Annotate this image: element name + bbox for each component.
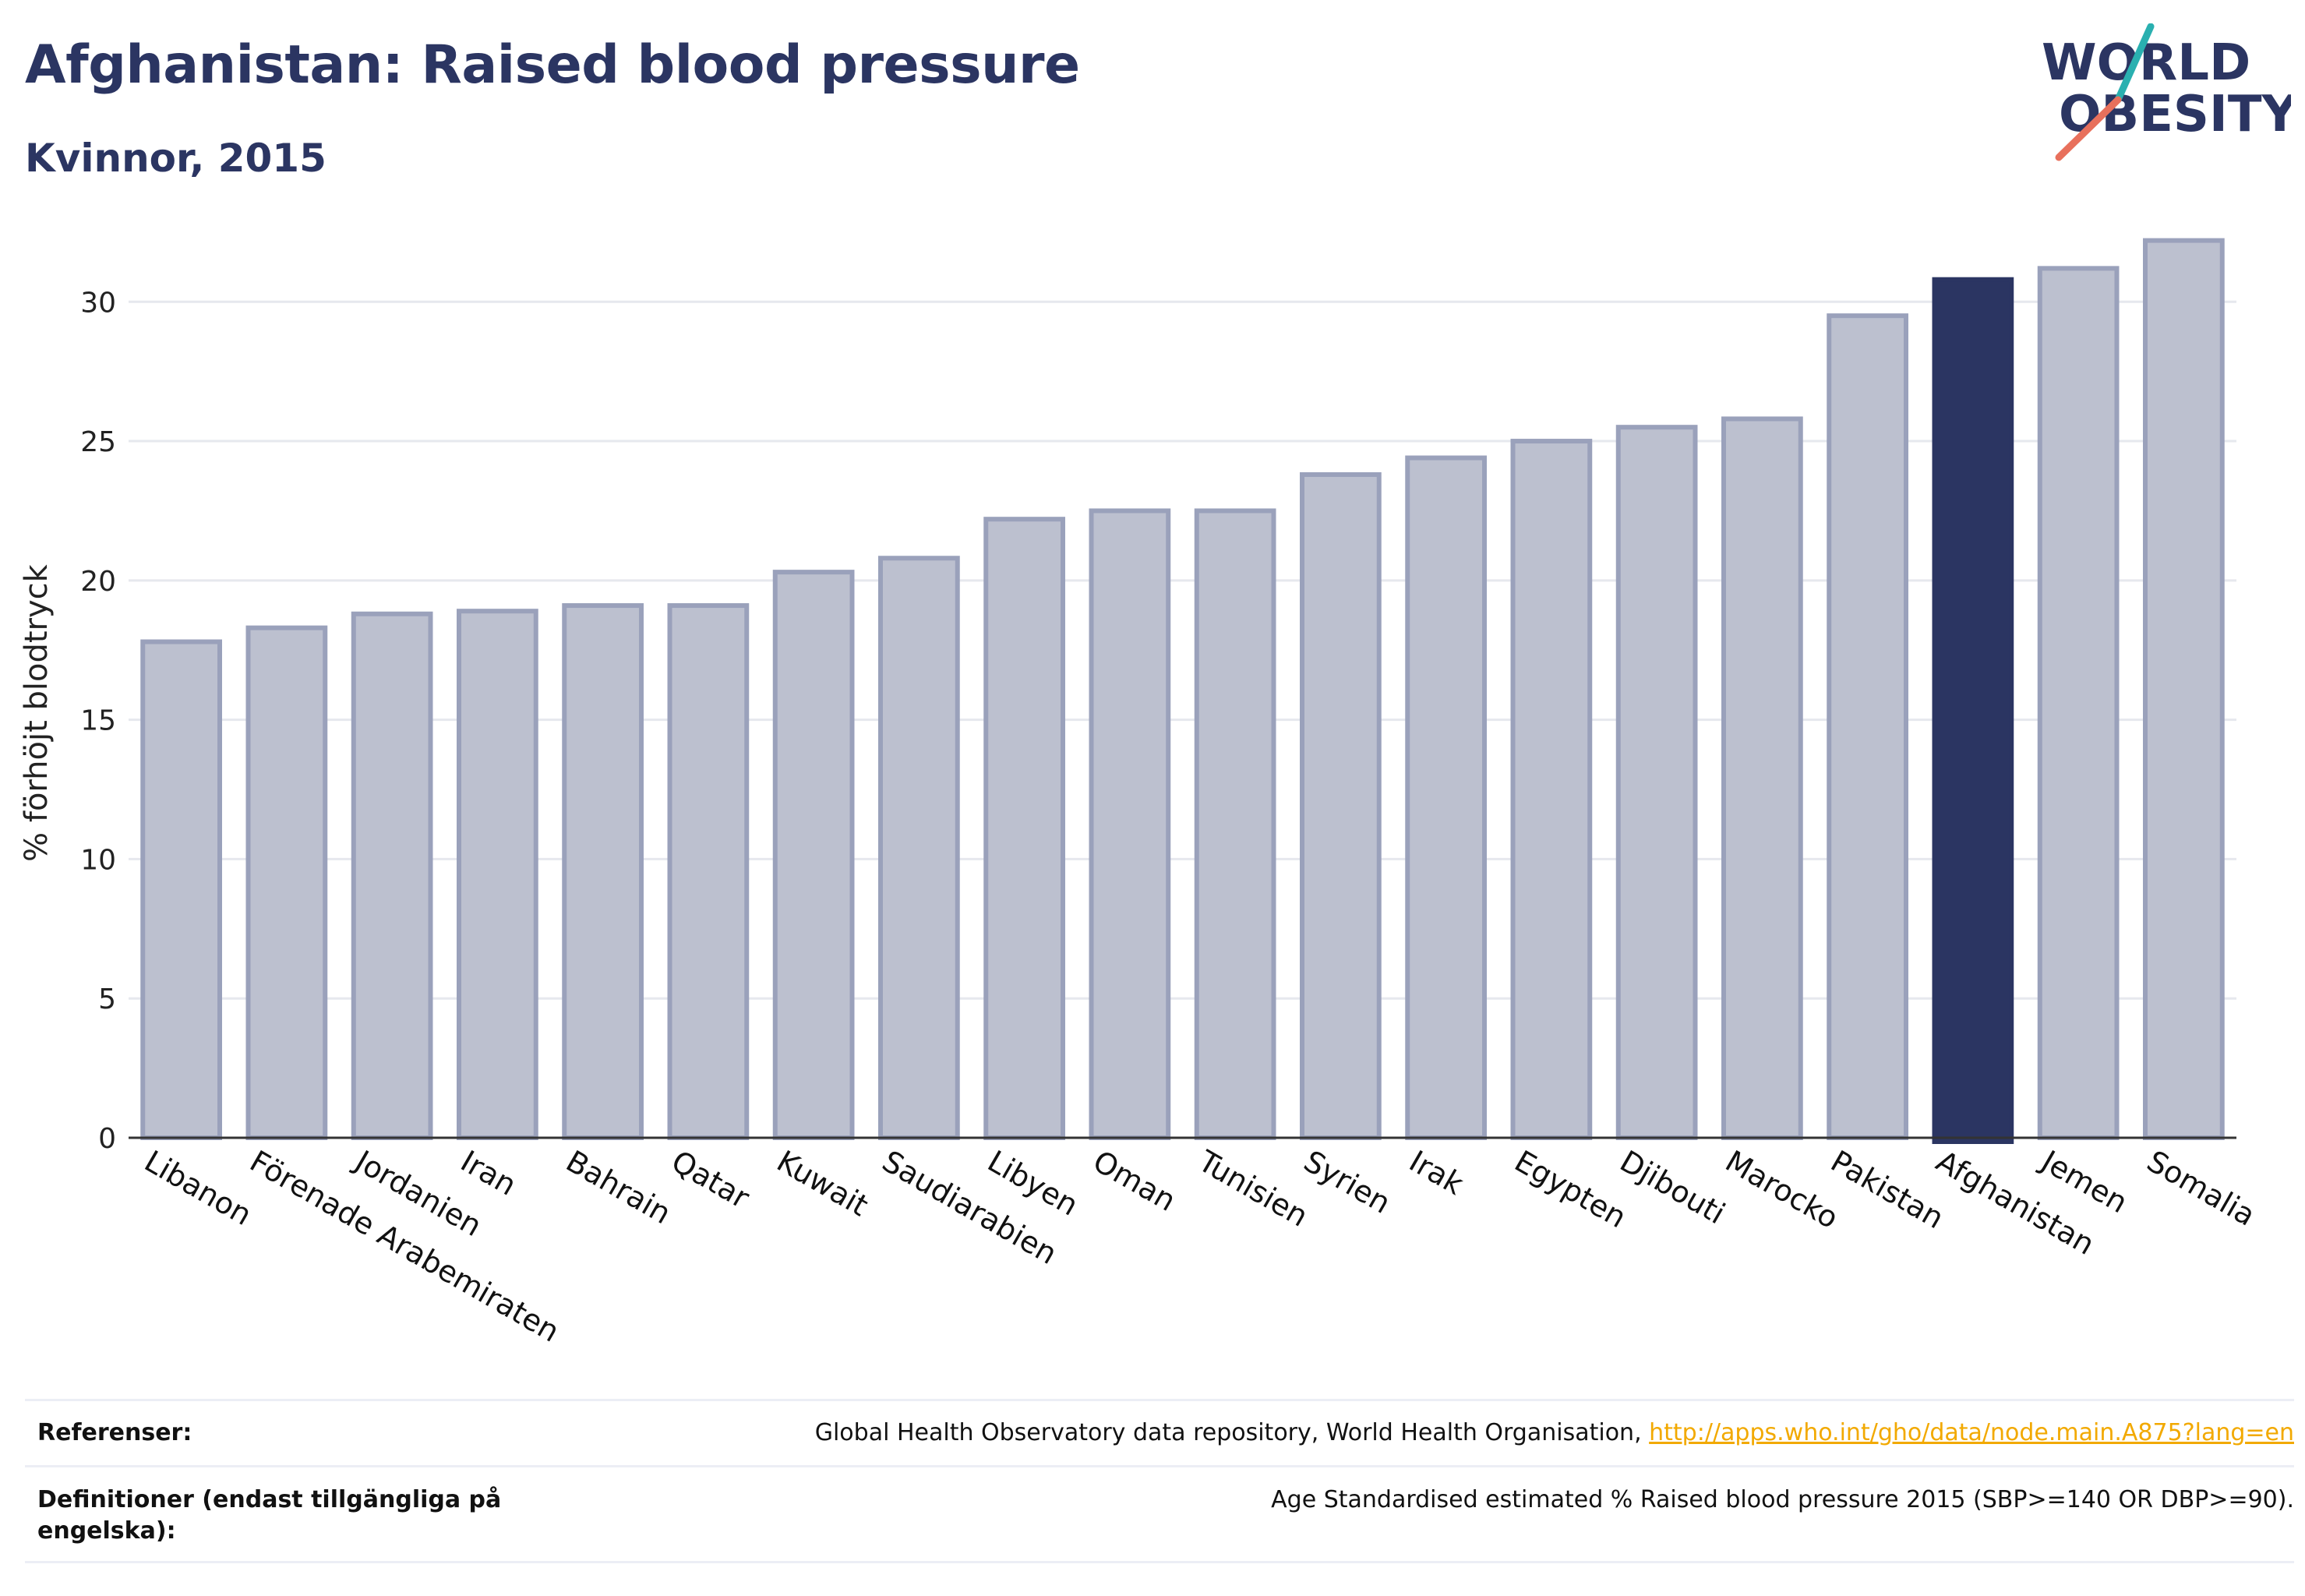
x-tick-label: Syrien [1298,1144,1396,1220]
bar-syrien [1300,471,1382,1140]
x-tick-label: Pakistan [1825,1144,1950,1236]
bar-djibouti [1615,425,1698,1140]
x-tick-label: Qatar [665,1144,755,1216]
y-tick-label: 10 [80,844,116,876]
x-tick-label: Tunisien [1192,1143,1314,1234]
definitions-value: Age Standardised estimated % Raised bloo… [1271,1486,2294,1513]
bars [140,238,2225,1145]
bar-libanon [140,639,222,1140]
bar-libyen [983,517,1065,1140]
y-tick-label: 30 [80,287,116,319]
y-tick-label: 15 [80,705,116,737]
x-tick-label: Somalia [2141,1144,2261,1233]
references-row: Referenser: Global Health Observatory da… [25,1399,2294,1465]
grid-lines [129,300,2236,1000]
y-tick-label: 25 [80,426,116,458]
references-value: Global Health Observatory data repositor… [815,1418,2294,1449]
x-tick-label: Bahrain [560,1144,676,1231]
references-table: Referenser: Global Health Observatory da… [25,1399,2294,1563]
y-tick-label: 0 [98,1123,116,1155]
x-tick-label: Oman [1087,1144,1181,1218]
x-tick-label: Irak [1403,1144,1469,1202]
bar-egypten [1510,439,1593,1140]
x-tick-label: Egypten [1509,1144,1632,1235]
definitions-row: Definitioner (endast tillgängliga på eng… [25,1465,2294,1563]
bar-oman [1089,508,1171,1140]
x-tick-label: Iran [455,1144,522,1202]
bar-förenade-arabemiraten [245,625,328,1140]
x-tick-label: Libanon [139,1144,257,1232]
references-link[interactable]: http://apps.who.int/gho/data/node.main.A… [1649,1419,2294,1446]
y-tick-label: 5 [98,983,116,1015]
logo-line2: OBESITY [2059,86,2291,143]
chart-subtitle: Kvinnor, 2015 [25,136,327,181]
chart-title: Afghanistan: Raised blood pressure [25,34,1080,96]
bar-afghanistan [1932,277,2014,1145]
world-obesity-logo: WORLD OBESITY [2042,23,2291,161]
x-tick-label: Djibouti [1615,1144,1731,1231]
y-axis-label: % förhöjt blodtryck [19,563,55,862]
bar-saudiarabien [878,556,960,1140]
definitions-label: Definitioner (endast tillgängliga på eng… [37,1486,502,1545]
x-tick-label: Marocko [1720,1144,1844,1236]
x-tick-label: Kuwait [771,1144,874,1223]
logo-slash-teal-icon [2114,23,2155,104]
y-axis-ticks: 0 5 10 15 20 25 30 [80,287,116,1155]
bar-irak [1405,455,1487,1140]
bar-kuwait [772,570,855,1140]
references-label: Referenser: [37,1419,192,1446]
x-tick-label: Saudiarabien [877,1144,1063,1271]
references-text: Global Health Observatory data repositor… [814,1419,1650,1446]
bar-qatar [667,603,750,1140]
bar-jordanien [351,611,433,1140]
bar-somalia [2143,238,2225,1140]
bar-iran [457,609,538,1140]
bar-jemen [2037,266,2120,1140]
bar-bahrain [562,603,644,1140]
logo-slash-coral-icon [2055,96,2122,161]
bar-pakistan [1827,313,1908,1141]
bar-marocko [1721,416,1803,1140]
y-tick-label: 20 [80,566,116,598]
bar-tunisien [1194,508,1276,1140]
